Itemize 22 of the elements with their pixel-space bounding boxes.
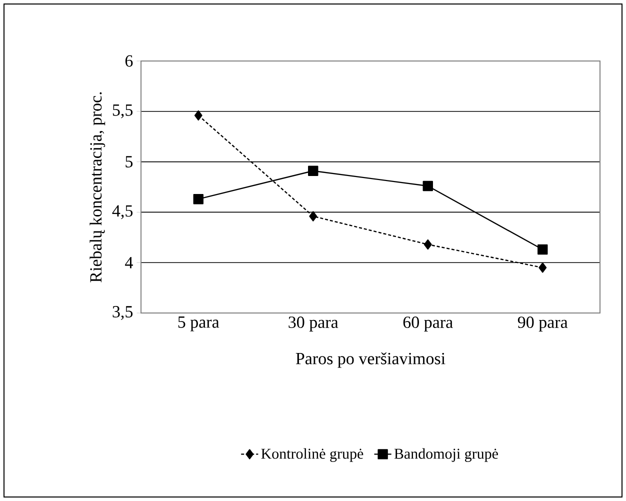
y-tick-label: 5,5 — [112, 104, 133, 118]
y-tick-label: 6 — [125, 55, 133, 67]
y-axis-title: Riebalų koncentracija, proc. — [90, 92, 106, 282]
x-tick-label: 60 para — [403, 316, 453, 332]
y-tick-label: 4 — [125, 257, 133, 268]
point — [309, 211, 318, 222]
y-tick-label: 3,5 — [112, 306, 133, 320]
point — [193, 194, 204, 204]
x-tick-label: 90 para — [518, 316, 568, 332]
point — [308, 166, 318, 176]
x-tick-label: 30 para — [288, 316, 338, 332]
legend-label: Bandomoji grupė — [394, 448, 498, 462]
point — [422, 180, 433, 192]
point — [538, 244, 548, 255]
y-tick-label: 5 — [126, 156, 133, 168]
point — [194, 110, 202, 121]
y-tick-label: 4,5 — [112, 205, 133, 220]
x-axis-title: Paros po veršiavimosi — [296, 352, 446, 368]
point — [424, 239, 432, 250]
legend-label: Kontrolinė grupė — [261, 448, 364, 462]
x-tick-label: 5 para — [178, 316, 220, 332]
point — [538, 262, 547, 273]
